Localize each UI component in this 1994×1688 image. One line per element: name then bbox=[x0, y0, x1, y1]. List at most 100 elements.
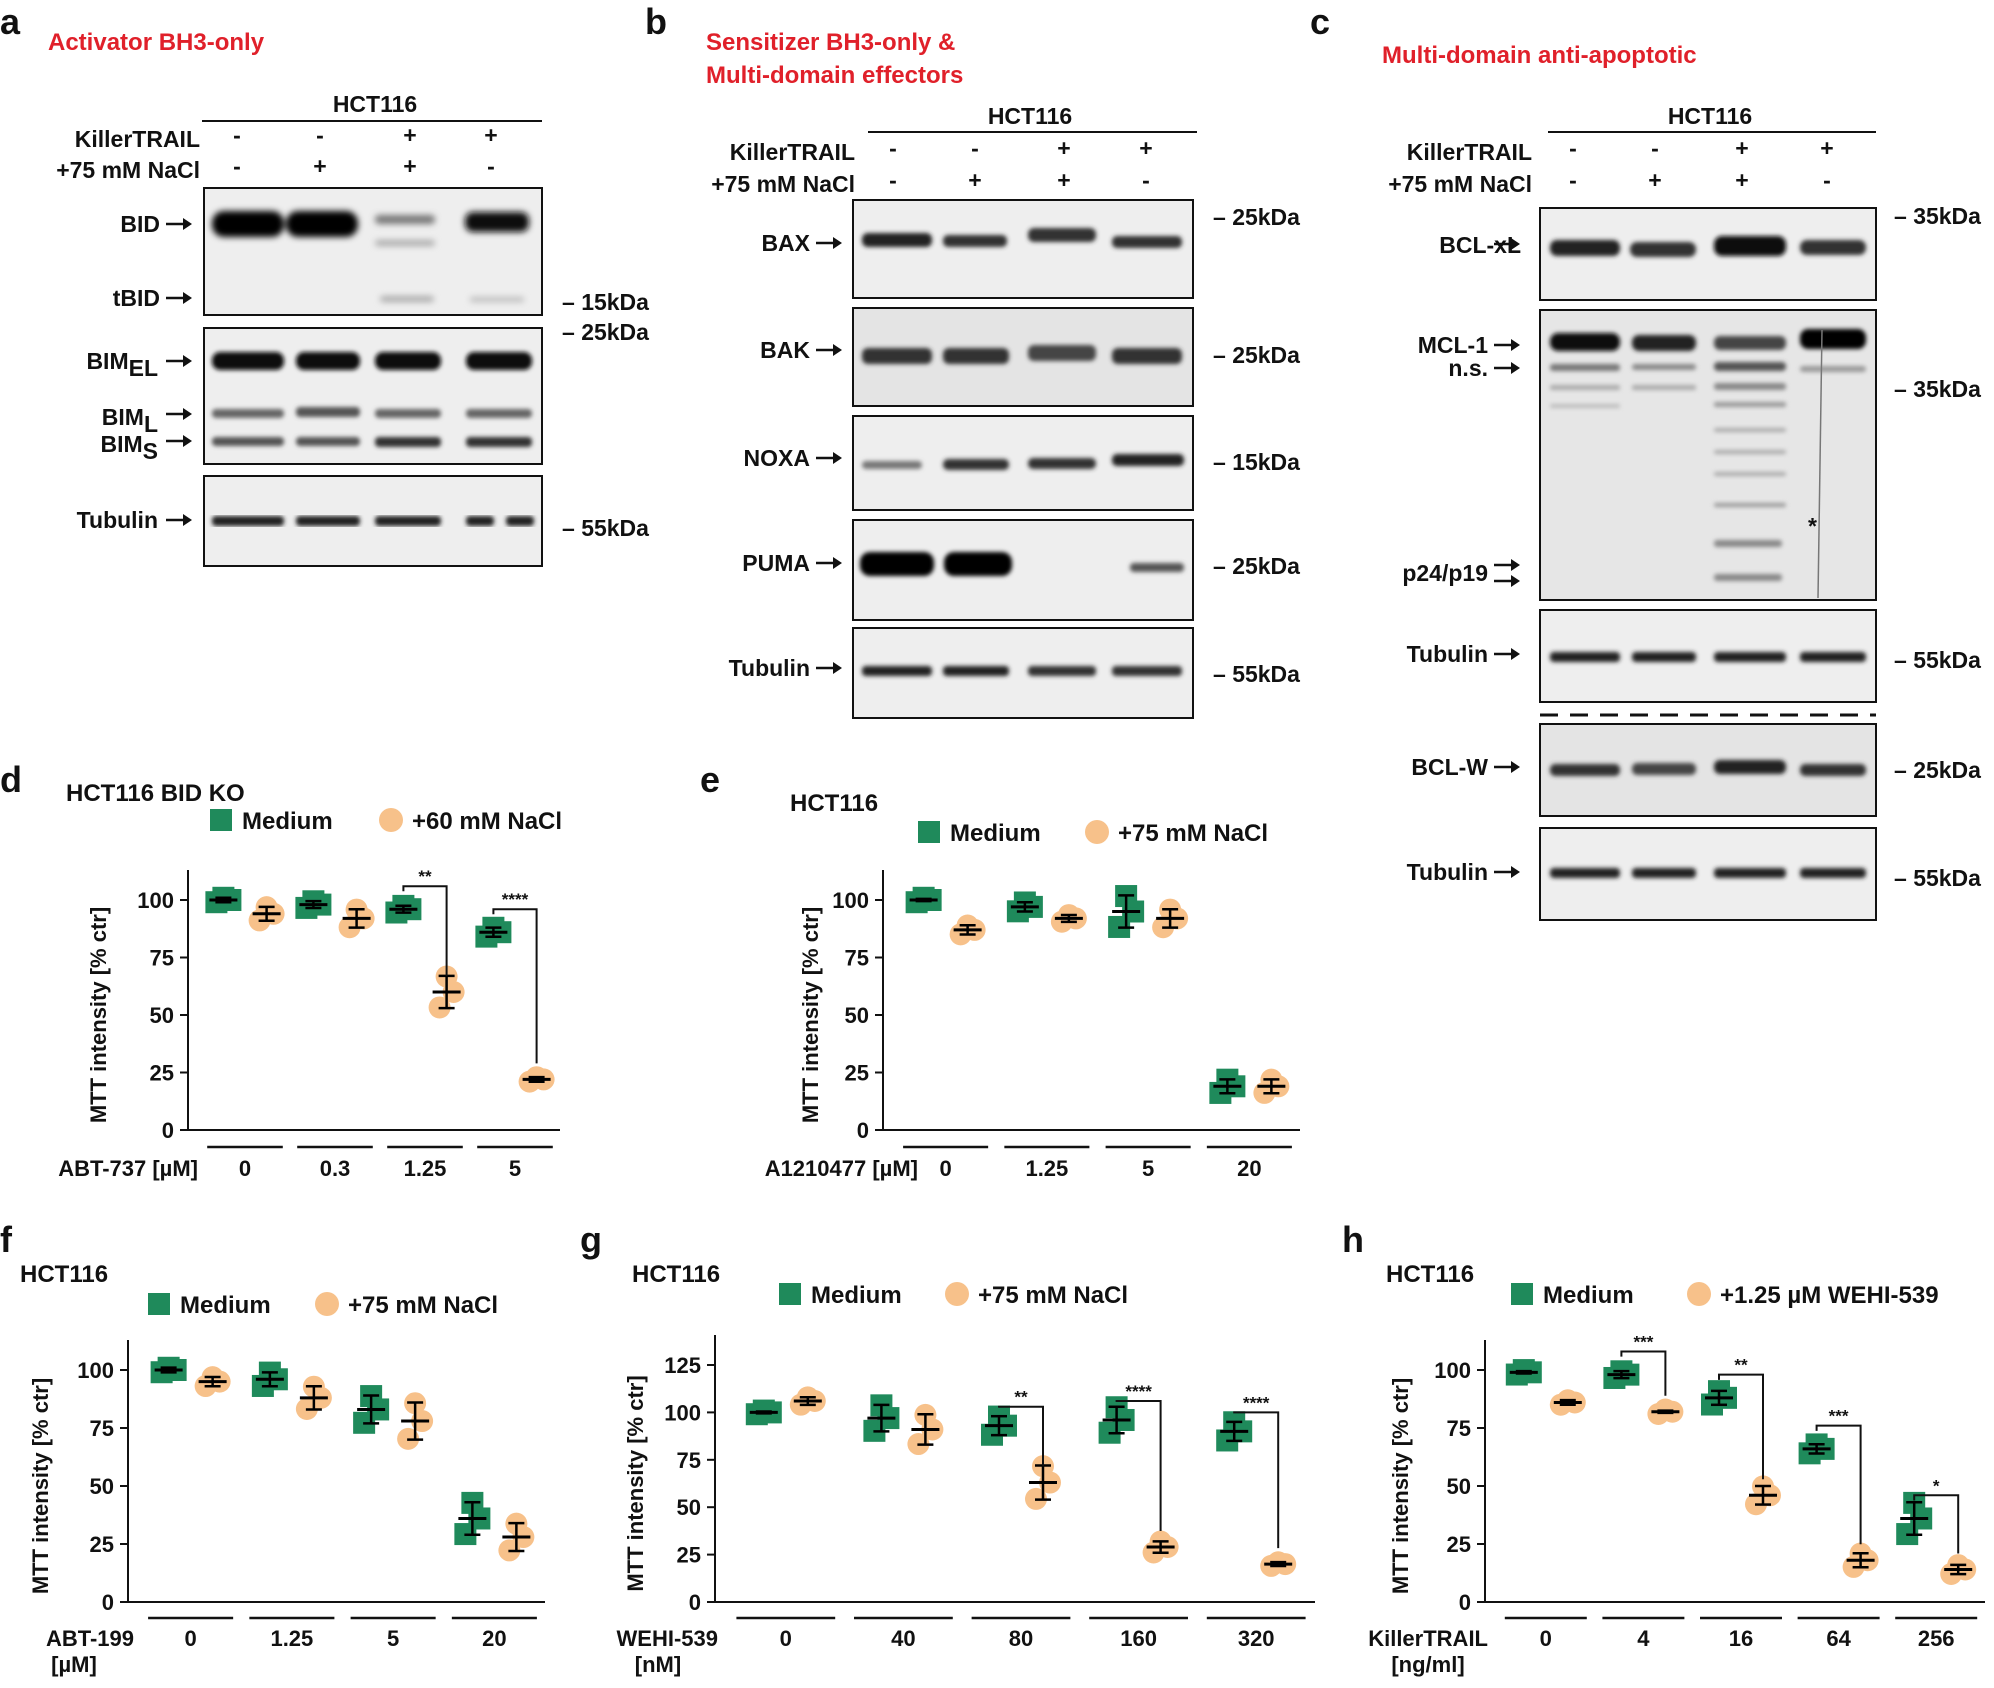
arrowhead-icon bbox=[833, 662, 842, 674]
y-axis-label: MTT intensity [% ctr] bbox=[28, 1378, 53, 1594]
x-axis-label: WEHI-539 bbox=[617, 1626, 718, 1651]
y-tick-label: 0 bbox=[857, 1118, 869, 1143]
y-tick-label: 75 bbox=[90, 1416, 114, 1441]
panel-c-bands bbox=[1550, 236, 1866, 878]
band-label-bim-el: BIMEL bbox=[86, 348, 158, 381]
x-tick-label: 5 bbox=[387, 1626, 399, 1651]
blot-tubulin-a-bands bbox=[212, 516, 534, 526]
band-label-bax: BAX bbox=[761, 230, 810, 256]
x-axis-label: A1210477 [µM] bbox=[765, 1156, 918, 1181]
y-tick-label: 100 bbox=[1434, 1358, 1471, 1383]
arrowhead-icon bbox=[183, 218, 192, 230]
y-tick-label: 0 bbox=[162, 1118, 174, 1143]
lane-sign-nacl: - bbox=[487, 153, 495, 179]
blot-bid bbox=[203, 187, 543, 316]
panel-b-title-line2: Multi-domain effectors bbox=[706, 62, 963, 89]
arrowhead-icon bbox=[183, 355, 192, 367]
y-tick-label: 50 bbox=[90, 1474, 114, 1499]
blot-mcl1 bbox=[1539, 309, 1877, 601]
lane-sign-nacl: - bbox=[1142, 167, 1150, 193]
y-tick-label: 25 bbox=[1447, 1532, 1471, 1557]
significance-label: ** bbox=[418, 867, 432, 886]
legend-label-treated: +1.25 µM WEHI-539 bbox=[1720, 1282, 1939, 1309]
lane-sign-nacl: + bbox=[1735, 167, 1748, 193]
lane-sign-nacl: + bbox=[403, 153, 416, 179]
x-tick-label: 0 bbox=[940, 1156, 952, 1181]
legend-label-medium: Medium bbox=[1543, 1282, 1634, 1309]
lane-sign-nacl: - bbox=[233, 153, 241, 179]
kda-c-bclw: – 25kDa bbox=[1894, 757, 1981, 783]
arrowhead-icon bbox=[1511, 362, 1520, 374]
y-tick-label: 25 bbox=[845, 1061, 869, 1086]
y-tick-label: 75 bbox=[150, 946, 174, 971]
significance-bracket bbox=[1620, 1350, 1667, 1396]
panel-f-label: f bbox=[0, 1219, 13, 1260]
panel-c-row-label-nacl: +75 mM NaCl bbox=[1388, 171, 1532, 197]
chart-h: HCT116 Medium +1.25 µM WEHI-539 0 25 50 75 100 M… bbox=[1368, 1261, 1985, 1677]
y-tick-label: 100 bbox=[664, 1400, 701, 1425]
kda-b-puma: – 25kDa bbox=[1213, 553, 1300, 579]
lane-sign-nacl: - bbox=[1823, 167, 1831, 193]
significance-bracket bbox=[1718, 1373, 1764, 1480]
panel-b-row-label-killertrail: KillerTRAIL bbox=[730, 139, 855, 165]
x-tick-label: 5 bbox=[1142, 1156, 1154, 1181]
y-axis-label: MTT intensity [% ctr] bbox=[1388, 1378, 1413, 1594]
panel-c: c Multi-domain anti-apoptotic HCT116 Kil… bbox=[1310, 1, 1981, 921]
y-tick-label: 75 bbox=[845, 946, 869, 971]
panel-g-label: g bbox=[580, 1219, 602, 1260]
arrowhead-icon bbox=[833, 344, 842, 356]
band-label-ns: n.s. bbox=[1448, 355, 1488, 381]
panel-a-cell-line: HCT116 bbox=[333, 91, 417, 117]
significance-bracket bbox=[492, 908, 538, 1064]
band-label-bid: BID bbox=[120, 211, 160, 237]
blot-bim-bands bbox=[212, 352, 532, 447]
lane-sign-killertrail: + bbox=[1139, 135, 1152, 161]
y-tick-label: 0 bbox=[689, 1590, 701, 1615]
kda-b-bax: – 25kDa bbox=[1213, 204, 1300, 230]
panel-b-title-line1: Sensitizer BH3-only & bbox=[706, 29, 955, 56]
x-tick-label: 20 bbox=[1237, 1156, 1261, 1181]
panel-a-label: a bbox=[0, 1, 21, 42]
y-tick-label: 50 bbox=[845, 1003, 869, 1028]
band-label-tubulin-c2: Tubulin bbox=[1407, 859, 1488, 885]
band-label-tubulin-a: Tubulin bbox=[77, 507, 158, 533]
x-tick-label: 256 bbox=[1918, 1626, 1955, 1651]
legend-marker-medium bbox=[918, 821, 940, 843]
lane-sign-killertrail: - bbox=[889, 135, 897, 161]
y-tick-label: 50 bbox=[1447, 1474, 1471, 1499]
significance-label: **** bbox=[1243, 1393, 1270, 1412]
y-tick-label: 125 bbox=[664, 1353, 701, 1378]
lane-sign-nacl: - bbox=[1569, 167, 1577, 193]
kda-c-mcl1: – 35kDa bbox=[1894, 376, 1981, 402]
arrowhead-icon bbox=[833, 557, 842, 569]
significance-bracket bbox=[1913, 1494, 1960, 1554]
x-axis-label-unit: [ng/ml] bbox=[1391, 1652, 1464, 1677]
significance-label: *** bbox=[1633, 1332, 1653, 1351]
x-axis-label-unit: [nM] bbox=[635, 1652, 681, 1677]
band-asterisk: * bbox=[1808, 513, 1817, 539]
y-tick-label: 0 bbox=[1459, 1590, 1471, 1615]
kda-a-15: – 15kDa bbox=[562, 289, 649, 315]
arrowhead-icon bbox=[183, 435, 192, 447]
y-tick-label: 25 bbox=[150, 1061, 174, 1086]
panel-e-label: e bbox=[700, 759, 720, 800]
arrowhead-icon bbox=[1511, 559, 1520, 571]
significance-label: *** bbox=[1829, 1407, 1849, 1426]
band-label-noxa: NOXA bbox=[744, 445, 810, 471]
significance-label: * bbox=[1933, 1476, 1940, 1495]
legend-label-medium: Medium bbox=[950, 820, 1041, 847]
y-axis-label: MTT intensity [% ctr] bbox=[798, 907, 823, 1123]
lane-sign-killertrail: - bbox=[233, 122, 241, 148]
lane-sign-killertrail: - bbox=[316, 122, 324, 148]
arrowhead-icon bbox=[1511, 575, 1520, 587]
arrowhead-icon bbox=[1511, 238, 1520, 250]
kda-a-55: – 55kDa bbox=[562, 515, 649, 541]
arrowhead-icon bbox=[1511, 761, 1520, 773]
lane-sign-killertrail: + bbox=[1820, 135, 1833, 161]
significance-label: **** bbox=[502, 890, 529, 909]
legend-label-treated: +75 mM NaCl bbox=[978, 1282, 1128, 1309]
